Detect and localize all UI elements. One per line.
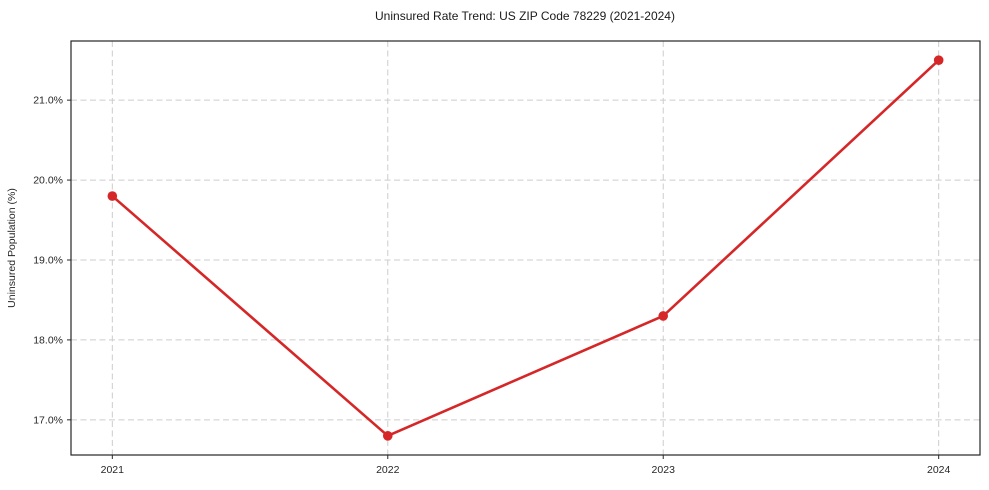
series-layer (107, 55, 944, 441)
plot-border (70, 40, 981, 456)
trend-line (111, 58, 940, 438)
y-tick-label: 21.0% (33, 95, 63, 107)
x-tick-label: 2024 (927, 464, 951, 476)
data-point-marker (382, 431, 393, 441)
x-tick-label: 2023 (652, 464, 676, 476)
data-point-marker (933, 55, 944, 65)
data-point-marker (107, 191, 118, 201)
grid-layer (71, 41, 980, 455)
data-point-marker (658, 311, 669, 321)
y-tick-label: 17.0% (33, 414, 63, 426)
x-tick-label: 2022 (376, 464, 400, 476)
y-tick-label: 20.0% (33, 175, 63, 187)
y-tick-label: 18.0% (33, 334, 63, 346)
plot-frame (70, 40, 981, 456)
x-tick-label: 2021 (101, 464, 125, 476)
chart-title: Uninsured Rate Trend: US ZIP Code 78229 … (375, 9, 675, 23)
y-axis-title: Uninsured Population (%) (6, 188, 18, 308)
y-tick-label: 19.0% (33, 254, 63, 266)
axis-ticks: 17.0% 18.0% 19.0% 20.0% 21.0% 2021 2022 2023 202… (33, 95, 950, 476)
